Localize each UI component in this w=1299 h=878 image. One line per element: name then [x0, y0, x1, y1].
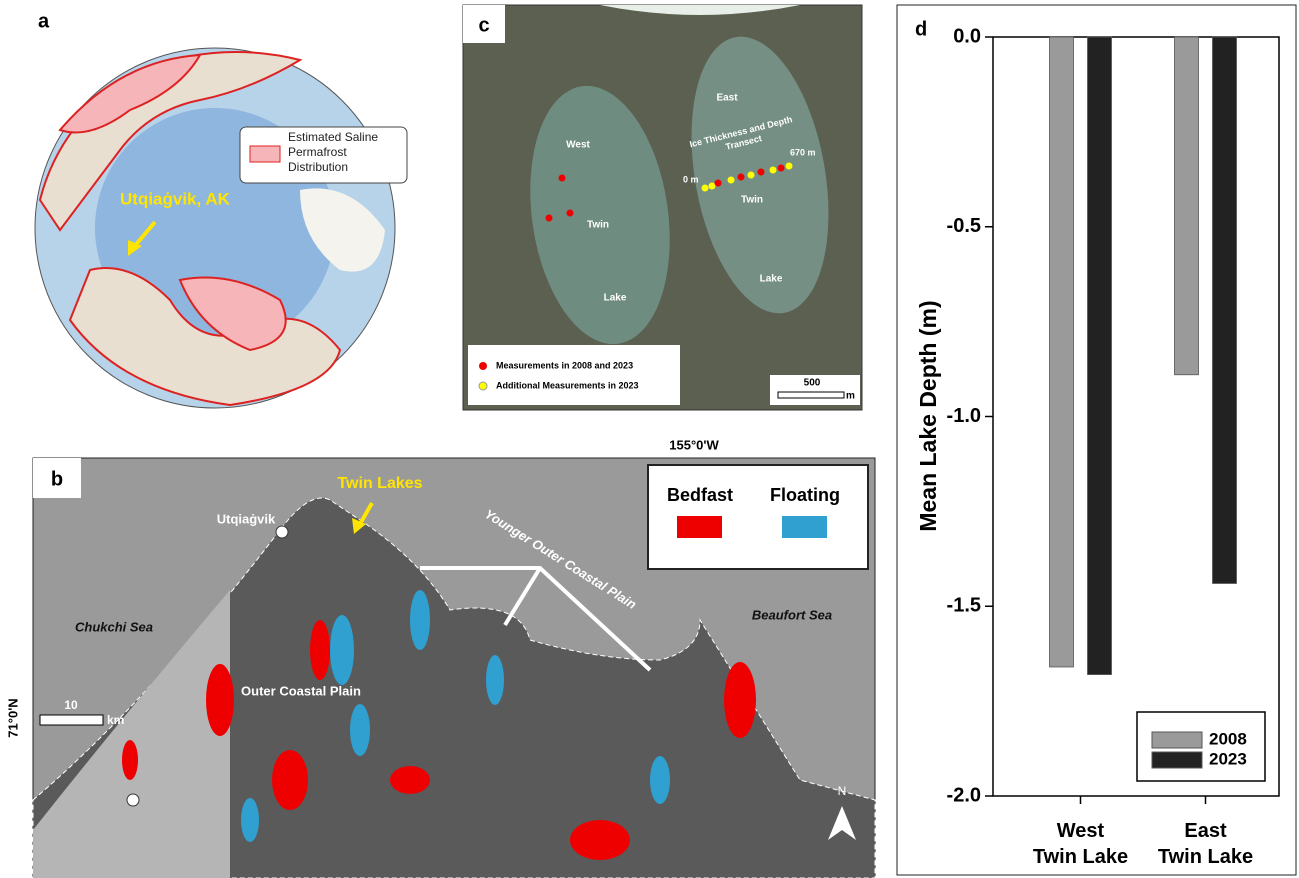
legend-text-box: Estimated Saline Permafrost Distribution: [288, 130, 406, 182]
scale-bar: [778, 392, 844, 398]
lake-label: West: [566, 140, 590, 151]
lake-bedfast: [206, 664, 234, 736]
lake-bedfast: [570, 820, 630, 860]
panel-b: b 155°0'W 71°0'N Twin Lakes Utqiaġvik Be…: [5, 437, 875, 878]
latitude-label: 71°0'N: [5, 698, 20, 737]
town-marker: [276, 526, 288, 538]
lake-bedfast: [390, 766, 430, 794]
point: [778, 165, 785, 172]
panel-label: d: [915, 18, 927, 40]
lake-bedfast: [310, 620, 330, 680]
point: [758, 169, 765, 176]
point: [738, 174, 745, 181]
north-label: N: [838, 784, 847, 798]
page: {"panel_a": {"label": "a", "legend": "Es…: [0, 0, 1299, 878]
legend-text: Measurements in 2008 and 2023: [496, 360, 633, 370]
lake-floating: [350, 704, 370, 756]
legend-text: Estimated Saline Permafrost Distribution: [288, 130, 406, 175]
transect-end: 670 m: [790, 147, 816, 157]
legend-swatch: [250, 146, 280, 162]
lake-label: Twin: [587, 220, 609, 231]
legend-swatch: [677, 516, 722, 538]
lake-label: Lake: [760, 274, 783, 285]
point: [728, 177, 735, 184]
legend-swatch: [782, 516, 827, 538]
panel-a: a Estimated Saline Permafrost Distributi…: [35, 10, 407, 408]
bar: [1213, 37, 1237, 583]
lake-floating: [486, 655, 504, 705]
legend-text: Additional Measurements in 2023: [496, 380, 639, 390]
scale-label: 500: [804, 378, 821, 389]
y-tick-label: 0.0: [953, 25, 981, 47]
legend-marker: [479, 382, 487, 390]
point: [546, 215, 553, 222]
y-tick-label: -0.5: [947, 215, 981, 237]
panel-label: b: [51, 468, 63, 490]
point: [709, 183, 716, 190]
sea-label: Beaufort Sea: [752, 607, 832, 622]
legend-box: [468, 345, 680, 405]
lake-label: Lake: [604, 293, 627, 304]
scale-unit: m: [846, 391, 855, 402]
lake-floating: [241, 798, 259, 842]
lake-floating: [410, 590, 430, 650]
point: [770, 167, 777, 174]
twin-lakes-label: Twin Lakes: [337, 475, 422, 492]
legend-text: Bedfast: [667, 485, 733, 505]
lake-floating: [330, 615, 354, 685]
legend-text: Floating: [770, 485, 840, 505]
y-tick-label: -2.0: [947, 784, 981, 806]
lake-label: East: [716, 93, 738, 104]
panel-label: c: [478, 14, 489, 36]
lake-bedfast: [122, 740, 138, 780]
figure: a Estimated Saline Permafrost Distributi…: [0, 0, 1299, 878]
point: [567, 210, 574, 217]
longitude-label: 155°0'W: [669, 437, 719, 452]
transect-start: 0 m: [683, 174, 699, 184]
legend-marker: [479, 362, 487, 370]
bar: [1050, 37, 1074, 667]
legend-swatch: [1152, 732, 1202, 748]
lake-bedfast: [724, 662, 756, 738]
panel-label: a: [38, 10, 50, 32]
panel-d: d Mean Lake Depth (m) 0.0 -0.5 -1.0 -1.5 -2.…: [897, 5, 1296, 875]
panel-c: c West Twin Lake East Twin Lake Ice Thic…: [463, 5, 862, 410]
region-label: Outer Coastal Plain: [241, 683, 361, 698]
bar: [1088, 37, 1112, 675]
point: [786, 163, 793, 170]
point: [715, 180, 722, 187]
legend-swatch: [1152, 752, 1202, 768]
point: [748, 172, 755, 179]
y-tick-label: -1.5: [947, 595, 981, 617]
legend-label: 2023: [1209, 749, 1247, 768]
lake-bedfast: [272, 750, 308, 810]
y-axis-label: Mean Lake Depth (m): [915, 300, 941, 531]
point: [559, 175, 566, 182]
lake-floating: [650, 756, 670, 804]
scale-unit: km: [107, 713, 124, 727]
sea-label: Chukchi Sea: [75, 619, 153, 634]
y-tick-label: -1.0: [947, 405, 981, 427]
legend-label: 2008: [1209, 729, 1247, 748]
bar: [1175, 37, 1199, 375]
place-label: Utqiaġvik, AK: [120, 189, 231, 208]
town-label: Utqiaġvik: [217, 511, 276, 526]
scale-label: 10: [64, 698, 78, 712]
lake-label: Twin: [741, 195, 763, 206]
point: [702, 185, 709, 192]
scale-bar: [40, 715, 103, 725]
town-marker: [127, 794, 139, 806]
